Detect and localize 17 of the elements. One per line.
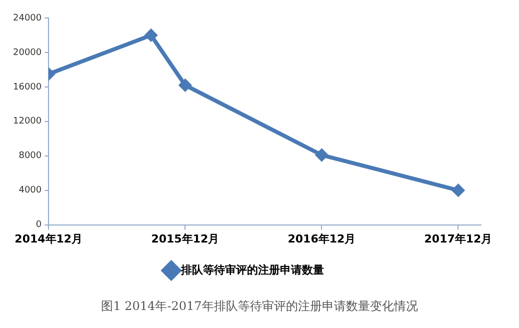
y-tick-label: 20000 [12, 48, 42, 58]
point [452, 184, 464, 196]
x-tick-label: 2017年12月 [424, 232, 492, 246]
y-tick-label: 4000 [18, 186, 42, 196]
legend-label: 排队等待审评的注册申请数量 [180, 263, 324, 276]
x-tick-label: 2016年12月 [288, 232, 356, 246]
point [179, 79, 192, 92]
y-tick-label: 12000 [12, 116, 42, 127]
y-tick-label: 8000 [18, 151, 42, 162]
y-tick-label: 24000 [12, 13, 42, 24]
caption: 图1 2014年-2017年排队等待审评的注册申请数量变化情况 [100, 298, 419, 315]
point [145, 29, 158, 42]
x-tick-label: 2015年12月 [151, 232, 220, 246]
point [316, 149, 328, 162]
y-tick-label: 0 [36, 220, 42, 230]
y-tick-label: 16000 [12, 82, 42, 92]
x-tick-label: 2014年12月 [14, 232, 83, 246]
